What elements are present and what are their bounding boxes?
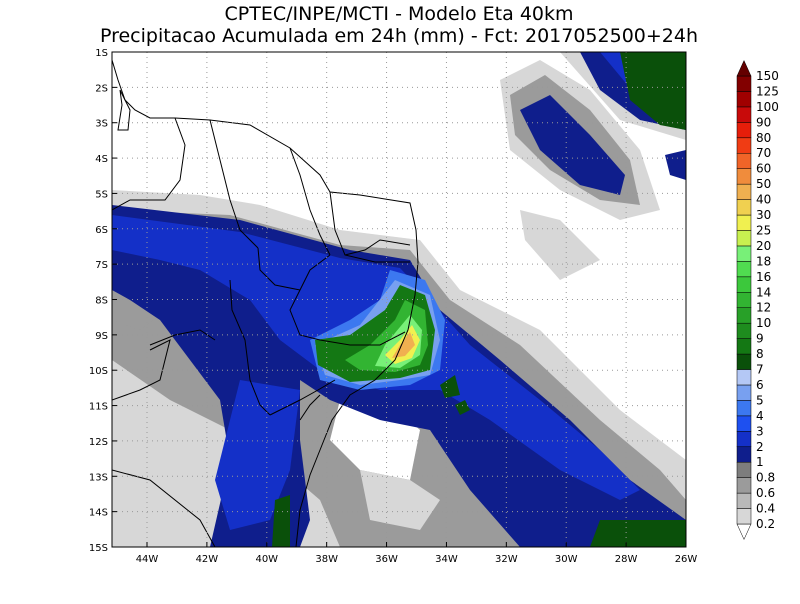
- lat-label: 1S: [95, 48, 108, 59]
- colorbar-swatch: [736, 446, 752, 463]
- lon-label: 28W: [615, 554, 638, 565]
- lon-label: 42W: [196, 554, 219, 565]
- lat-label: 11S: [89, 402, 108, 413]
- lat-label: 4S: [95, 154, 108, 165]
- lon-label: 38W: [315, 554, 338, 565]
- colorbar-swatch: [736, 183, 752, 200]
- colorbar-swatch: [736, 292, 752, 308]
- colorbar-label: 0.8: [756, 471, 775, 485]
- colorbar-swatch: [736, 261, 752, 278]
- colorbar-swatch: [736, 199, 752, 216]
- colorbar-label: 6: [756, 378, 764, 392]
- colorbar-label: 125: [756, 84, 779, 98]
- colorbar-label: 14: [756, 285, 771, 299]
- lon-label: 30W: [555, 554, 578, 565]
- colorbar-swatch: [736, 369, 752, 386]
- colorbar-swatch: [736, 276, 752, 293]
- lon-label: 34W: [435, 554, 458, 565]
- colorbar-label: 12: [756, 301, 771, 315]
- colorbar-label: 25: [756, 223, 771, 237]
- colorbar-triangle: [736, 523, 752, 541]
- colorbar-swatch: [736, 75, 752, 92]
- colorbar-label: 5: [756, 393, 764, 407]
- colorbar-swatch: [736, 245, 752, 262]
- colorbar-swatch: [736, 91, 752, 108]
- colorbar-swatch: [736, 168, 752, 185]
- title: CPTEC/INPE/MCTI - Modelo Eta 40km: [224, 3, 573, 25]
- colorbar-label: 100: [756, 100, 779, 114]
- colorbar-swatch: [736, 461, 752, 478]
- lat-label: 5S: [95, 189, 108, 200]
- colorbar-label: 18: [756, 254, 771, 268]
- colorbar-label: 50: [756, 177, 771, 191]
- colorbar-triangle: [736, 59, 752, 77]
- colorbar-swatch: [736, 152, 752, 169]
- colorbar-label: 8: [756, 347, 764, 361]
- axes: 1S 2S 3S 4S 5S 6S 7S 8S 9S 10S 11S 12S 13S 14S 15S 44W 4…: [89, 48, 697, 565]
- colorbar-label: 80: [756, 131, 771, 145]
- colorbar-label: 60: [756, 162, 771, 176]
- colorbar-label: 3: [756, 424, 764, 438]
- colorbar-swatch: [736, 384, 752, 401]
- lon-label: 26W: [675, 554, 698, 565]
- colorbar-label: 10: [756, 316, 771, 330]
- subtitle: Precipitacao Acumulada em 24h (mm) - Fct…: [100, 25, 698, 47]
- colorbar-swatch: [736, 338, 752, 355]
- colorbar-label: 40: [756, 193, 771, 207]
- lon-label: 40W: [255, 554, 278, 565]
- colorbar-label: 2: [756, 440, 764, 454]
- lat-label: 10S: [89, 366, 108, 377]
- colorbar-swatch: [736, 106, 752, 123]
- colorbar-swatch: [736, 353, 752, 370]
- colorbar-swatch: [736, 230, 752, 247]
- lat-label: 9S: [95, 331, 108, 342]
- lat-label: 13S: [89, 472, 108, 483]
- colorbar-label: 0.2: [756, 517, 775, 531]
- lat-label: 12S: [89, 437, 108, 448]
- colorbar-label: 20: [756, 239, 771, 253]
- colorbar-label: 90: [756, 115, 771, 129]
- colorbar-swatch: [736, 477, 752, 494]
- colorbar: 0.20.40.60.81234567891012141618202530405…: [736, 59, 779, 541]
- colorbar-swatch: [736, 508, 752, 525]
- colorbar-label: 9: [756, 332, 764, 346]
- lon-label: 32W: [495, 554, 518, 565]
- colorbar-swatch: [736, 122, 752, 139]
- lat-label: 14S: [89, 508, 108, 519]
- colorbar-label: 0.4: [756, 502, 775, 516]
- colorbar-swatch: [736, 492, 752, 509]
- colorbar-swatch: [736, 307, 752, 324]
- colorbar-label: 1: [756, 455, 764, 469]
- lon-label: 36W: [375, 554, 398, 565]
- colorbar-swatch: [736, 322, 752, 339]
- colorbar-label: 7: [756, 363, 764, 377]
- colorbar-swatch: [736, 214, 752, 231]
- colorbar-swatch: [736, 431, 752, 448]
- colorbar-swatch: [736, 415, 752, 432]
- colorbar-label: 150: [756, 69, 779, 83]
- colorbar-label: 4: [756, 409, 764, 423]
- lat-label: 15S: [89, 543, 108, 554]
- lat-label: 7S: [95, 260, 108, 271]
- colorbar-swatch: [736, 400, 752, 417]
- colorbar-label: 0.6: [756, 486, 775, 500]
- lat-label: 6S: [95, 225, 108, 236]
- lon-label: 44W: [136, 554, 159, 565]
- lat-label: 8S: [95, 296, 108, 307]
- colorbar-swatch: [736, 137, 752, 154]
- colorbar-label: 16: [756, 270, 771, 284]
- borders: [112, 59, 419, 547]
- lat-label: 3S: [95, 119, 108, 130]
- lat-label: 2S: [95, 83, 108, 94]
- colorbar-label: 30: [756, 208, 771, 222]
- precipitation-field: [112, 52, 686, 547]
- colorbar-label: 70: [756, 146, 771, 160]
